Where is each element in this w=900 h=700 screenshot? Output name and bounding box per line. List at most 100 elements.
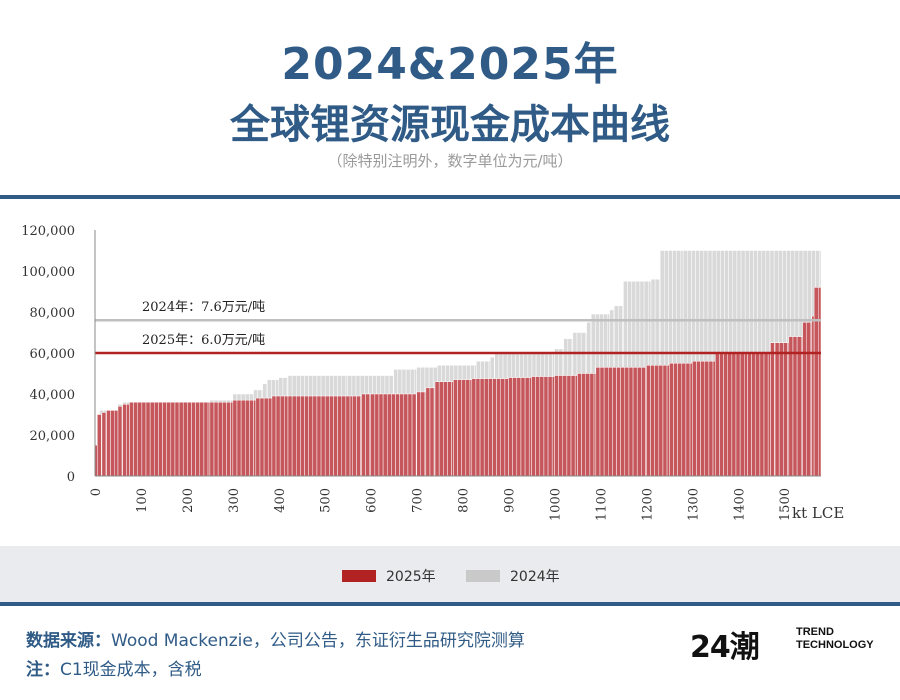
reference-line-label: 2024年：7.6万元/吨 xyxy=(142,300,265,315)
series-2025-bar xyxy=(378,393,384,477)
series-2025-bar xyxy=(759,352,765,477)
source-text: Wood Mackenzie，公司公告，东证衍生品研究院测算 xyxy=(111,631,525,651)
series-2025-bar xyxy=(558,375,564,477)
series-2025-bar xyxy=(595,367,601,477)
legend-swatch-2025 xyxy=(342,570,376,582)
series-2025-bar xyxy=(222,401,227,477)
series-2025-bar xyxy=(811,315,815,477)
series-2025-bar xyxy=(451,381,454,477)
y-axis: 0 20,000 40,000 60,000 80,000 100,000 120,000 xyxy=(21,224,96,485)
series-2025-bar xyxy=(554,375,559,477)
series-2025-bar xyxy=(457,379,462,477)
series-2025-bar xyxy=(106,410,111,477)
series-2025-bar xyxy=(117,406,123,477)
series-2025-bar xyxy=(365,393,371,477)
series-2025-bar xyxy=(191,401,196,477)
series-2025-bar xyxy=(628,367,634,477)
x-tick-label: 400 xyxy=(273,488,288,513)
x-tick-label: 500 xyxy=(319,488,334,513)
logo-mark: 24潮 xyxy=(690,630,760,665)
series-2025-bar xyxy=(465,379,471,477)
series-2025-bar xyxy=(403,393,409,477)
series-2025-bar xyxy=(267,397,273,477)
series-2025-bar xyxy=(704,360,710,477)
series-2025-bar xyxy=(249,399,254,477)
legend-item-2025: 2025年 xyxy=(342,566,436,586)
legend-label-2024: 2024年 xyxy=(510,569,560,585)
brand-logo: 24潮 TREND TECHNOLOGY xyxy=(690,622,880,665)
x-tick-label: 1500 xyxy=(778,488,793,521)
series-2025-bar xyxy=(324,395,330,477)
series-2025-bar xyxy=(774,342,780,477)
series-2025-bar xyxy=(677,363,683,477)
data-source: 数据来源：Wood Mackenzie，公司公告，东证衍生品研究院测算 xyxy=(26,626,525,651)
series-2025-bar xyxy=(226,401,231,477)
logo-wordmark: TREND TECHNOLOGY xyxy=(796,626,874,652)
x-tick-label: 200 xyxy=(181,488,196,513)
series-2025-bar xyxy=(174,401,180,477)
series-2025-bar xyxy=(253,399,257,477)
series-2025-bar xyxy=(593,373,597,477)
y-tick-label: 80,000 xyxy=(30,306,76,321)
series-2025-bar xyxy=(447,381,452,477)
series-2025-bar xyxy=(114,410,119,477)
x-tick-label: 600 xyxy=(365,488,380,513)
series-2025-bar xyxy=(735,352,741,477)
series-2025-bar xyxy=(681,363,687,477)
series-2025-bar xyxy=(492,378,497,477)
series-2025-bar xyxy=(788,336,794,477)
series-2025-bar xyxy=(715,352,720,477)
series-2025-bar xyxy=(429,387,435,477)
series-2025-bar xyxy=(551,376,555,477)
series-2025-bar xyxy=(133,401,138,477)
series-2025-bar xyxy=(386,393,392,477)
series-2025-bar xyxy=(603,367,609,477)
series-2025-bar xyxy=(755,352,761,477)
series-2025-bar xyxy=(770,342,775,477)
series-2025-bar xyxy=(708,360,714,477)
logo-line1: TREND xyxy=(796,626,834,638)
series-2025-bar xyxy=(685,363,691,477)
series-2025-bar xyxy=(97,414,102,477)
series-2025-bar xyxy=(508,377,513,477)
series-2025-bar xyxy=(543,376,549,477)
series-2025-bar xyxy=(333,395,338,477)
x-tick-label: 1100 xyxy=(594,488,609,521)
series-2025-bar xyxy=(739,352,745,477)
series-2025-bar xyxy=(585,373,591,477)
x-tick-label: 1200 xyxy=(640,488,655,521)
series-2025-bar xyxy=(291,395,297,477)
series-2025-bar xyxy=(796,336,802,477)
series-2025-bar xyxy=(284,395,289,477)
series-2025-bar xyxy=(723,352,728,477)
series-2025-bar xyxy=(731,352,737,477)
series-2025-bar xyxy=(471,378,477,477)
series-2025-bar xyxy=(461,379,467,477)
logo-line2: TECHNOLOGY xyxy=(796,639,874,651)
series-2025-bar xyxy=(528,377,532,477)
series-2025-bar xyxy=(747,352,752,477)
series-2025-bar xyxy=(802,322,808,477)
series-2025-bar xyxy=(531,376,536,477)
series-2025-bar xyxy=(692,360,697,477)
note-text: C1现金成本，含税 xyxy=(60,660,202,680)
series-2025-bar xyxy=(700,360,705,477)
series-2025-bar xyxy=(279,395,285,477)
series-2025-bar xyxy=(126,404,130,477)
x-tick-label: 900 xyxy=(503,488,518,513)
series-2025-bar xyxy=(650,365,655,477)
series-2025-bar xyxy=(101,412,107,477)
series-2025-bar xyxy=(516,377,522,477)
series-2025-bar xyxy=(199,401,205,477)
series-2025-bar xyxy=(145,401,151,477)
series-2025-bar xyxy=(453,379,458,477)
series-2025-bar xyxy=(669,363,674,477)
x-axis-label: kt LCE xyxy=(792,504,844,522)
series-2025-bar xyxy=(162,401,167,477)
series-2025-bar xyxy=(512,377,518,477)
series-2025-bar xyxy=(469,379,473,477)
series-2025-bar xyxy=(271,395,277,477)
series-2025-bar xyxy=(727,352,733,477)
series-2025-bar xyxy=(341,395,347,477)
series-2025-bar xyxy=(817,287,822,477)
